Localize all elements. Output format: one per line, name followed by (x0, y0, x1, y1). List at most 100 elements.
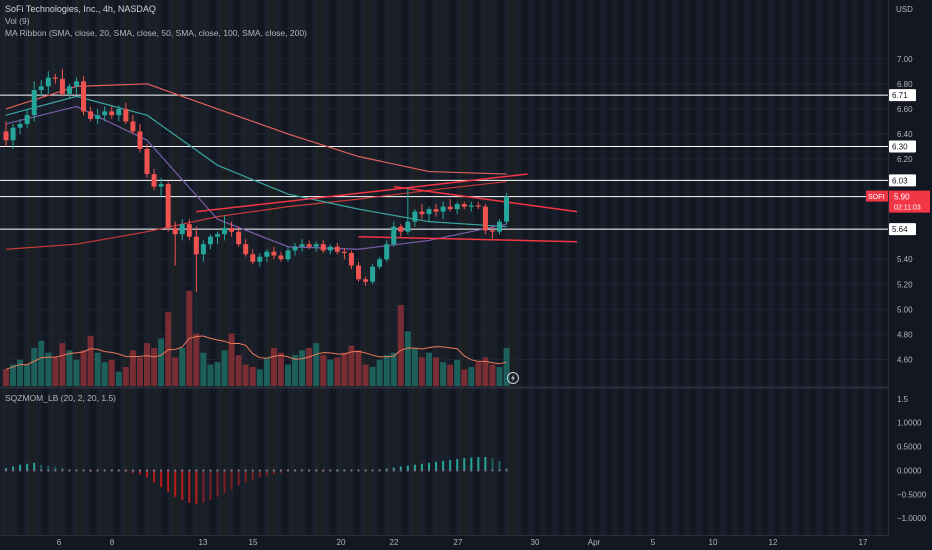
background-band (732, 0, 738, 535)
time-tick-label: 22 (390, 538, 399, 547)
momentum-bar (138, 470, 141, 475)
background-band (564, 0, 570, 535)
candle-body (123, 108, 129, 122)
volume-bar (256, 369, 263, 386)
background-band (792, 0, 798, 535)
background-band (612, 0, 618, 535)
time-tick-label: 8 (110, 538, 115, 547)
ribbon-sma100-line (5, 83, 507, 175)
squeeze-dot (491, 469, 494, 472)
candle-body (433, 209, 439, 212)
candle-body (66, 86, 72, 94)
candle-body (102, 111, 108, 116)
squeeze-dot (18, 469, 22, 472)
time-tick-label: 17 (859, 538, 868, 547)
background-band (804, 0, 810, 535)
background-band (48, 0, 54, 535)
squeeze-dot (427, 469, 431, 472)
squeeze-dot (159, 469, 163, 472)
time-tick-label: 6 (57, 538, 62, 547)
background-band (24, 0, 30, 535)
session-band (243, 0, 253, 535)
candle-body (193, 236, 199, 255)
squeeze-momentum-pane (4, 457, 508, 504)
background-band (276, 0, 282, 535)
time-tick-label: 12 (769, 538, 778, 547)
squeeze-dot (223, 469, 226, 472)
candle-body (292, 246, 298, 251)
symbol-title: SoFi Technologies, Inc., 4h, NASDAQ (5, 4, 156, 14)
lightning-icon[interactable] (507, 372, 519, 384)
level-price-tag-text: 5.64 (892, 225, 908, 234)
squeeze-dot (272, 469, 276, 472)
volume-bar (242, 364, 249, 386)
background-band (408, 0, 414, 535)
session-band (267, 0, 277, 535)
momentum-bar (54, 466, 57, 471)
candle-body (179, 224, 185, 235)
candle-body (489, 230, 495, 232)
candle-body (405, 221, 411, 232)
candle-body (468, 205, 474, 207)
trendline[interactable] (196, 173, 528, 213)
background-band (456, 0, 462, 535)
candle-body (109, 111, 115, 116)
squeeze-dot (33, 469, 36, 472)
squeeze-dot (343, 469, 346, 472)
background-band (444, 0, 450, 535)
background-band (600, 0, 606, 535)
squeeze-dot (498, 469, 501, 472)
squeeze-dot (195, 469, 198, 472)
oscillator-axis[interactable]: 1.5 1.0000 0.5000 0.0000 −0.5000 −1.0000 (897, 395, 927, 523)
candle-body (229, 227, 235, 232)
squeeze-dot (68, 469, 71, 472)
currency-label: USD (896, 5, 913, 14)
volume-legend[interactable]: Vol (9) (5, 16, 30, 26)
price-axis[interactable]: 7.00 6.80 6.60 6.40 6.20 5.40 5.20 5.00 4.80 4.60 (897, 55, 913, 365)
trendline[interactable] (393, 185, 578, 213)
momentum-bar (435, 461, 438, 471)
momentum-bar (498, 460, 501, 471)
momentum-bar (413, 464, 416, 471)
level-price-tag-text: 6.03 (892, 176, 908, 185)
time-axis[interactable]: 6 8 13 15 20 22 27 30 Apr 5 10 12 17 (57, 538, 868, 547)
oscillator-title[interactable]: SQZMOM_LB (20, 2, 20, 1.5) (5, 393, 116, 403)
candle-body (200, 244, 206, 255)
volume-bar (299, 350, 306, 386)
squeeze-dot (209, 469, 212, 472)
candle-body (52, 77, 58, 79)
volume-bar (200, 352, 207, 386)
candle-body (447, 206, 453, 210)
candle-body (504, 196, 510, 222)
momentum-bar (223, 470, 226, 494)
squeeze-dot (484, 469, 487, 472)
momentum-bar (174, 470, 177, 497)
momentum-bar (237, 470, 240, 486)
momentum-bar (484, 457, 487, 471)
background-band (828, 0, 834, 535)
candle-body (334, 246, 340, 252)
momentum-bar (272, 470, 275, 475)
squeeze-dot (505, 469, 508, 472)
volume-bar (193, 333, 200, 386)
momentum-bar (470, 457, 473, 471)
time-tick-label: 15 (249, 538, 258, 547)
volume-bar (207, 364, 214, 386)
volume-bar (172, 357, 179, 386)
squeeze-dot (399, 469, 402, 472)
ma-ribbon-legend[interactable]: MA Ribbon (SMA, close, 20, SMA, close, 5… (5, 28, 307, 38)
background-band (252, 0, 258, 535)
background-band (0, 0, 6, 535)
ticker-tag-text: SOFI (868, 194, 884, 201)
momentum-bar (167, 470, 170, 492)
volume-bar (418, 357, 425, 386)
horizontal-levels[interactable] (0, 94, 888, 230)
price-tick-label: 5.00 (897, 305, 913, 314)
squeeze-dot (25, 469, 29, 472)
candle-body (285, 250, 291, 260)
volume-bar (165, 312, 172, 386)
squeeze-dot (286, 469, 290, 472)
volume-bar (115, 371, 122, 386)
volume-bar (87, 336, 94, 386)
squeeze-dot (448, 469, 452, 472)
